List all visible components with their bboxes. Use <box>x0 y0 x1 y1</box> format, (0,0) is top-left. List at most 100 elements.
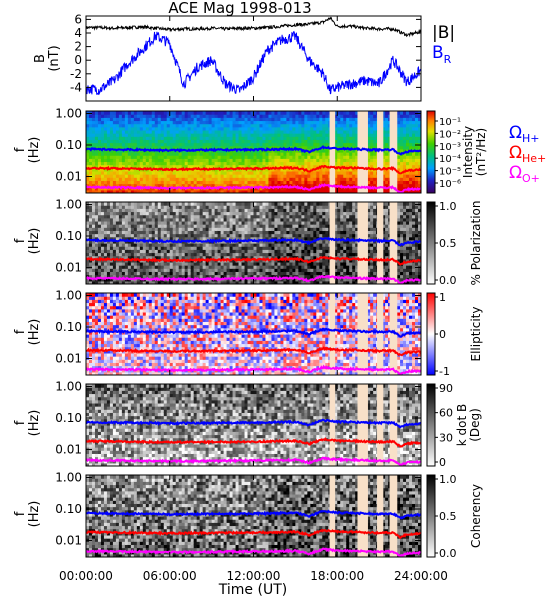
polarization-panel <box>86 202 421 284</box>
colorbar-label: % Polarization <box>469 201 483 286</box>
legend-omega-o: ΩO+ <box>509 163 540 185</box>
colorbar-tick-label: 10⁻⁵ <box>439 167 461 178</box>
colorbar <box>426 383 436 467</box>
data-gap <box>357 384 368 466</box>
data-gap <box>329 384 336 466</box>
y-tick-label: 1.00 <box>55 288 82 302</box>
colorbar-label: Coherency <box>469 484 483 548</box>
legend-omega-he: ΩHe+ <box>509 143 546 165</box>
data-gap <box>329 293 336 375</box>
y-tick-label: 0.10 <box>55 502 82 516</box>
data-gap <box>329 475 336 557</box>
chart-title: ACE Mag 1998-013 <box>168 0 311 17</box>
data-gap <box>377 384 384 466</box>
data-gap <box>357 293 368 375</box>
y-tick-label: 1.00 <box>55 379 82 393</box>
k_dot_b-panel <box>86 384 421 466</box>
data-gap <box>377 475 384 557</box>
y-tick-label: 0.01 <box>55 261 82 275</box>
y-tick-label: 0.10 <box>55 411 82 425</box>
omega-he-line <box>86 346 421 357</box>
colorbar-tick-label: 30 <box>439 431 453 444</box>
data-gap <box>389 384 398 466</box>
gyro-legend: ΩH+ ΩHe+ ΩO+ <box>509 123 546 185</box>
y-tick-label: 1.00 <box>55 470 82 484</box>
omega-h-line <box>86 236 421 247</box>
y-tick-label: 0.10 <box>55 320 82 334</box>
data-gap <box>377 111 384 193</box>
data-gap <box>357 202 368 284</box>
colorbar-label: Ellipticity <box>469 307 483 362</box>
omega-he-line <box>86 437 421 448</box>
colorbar-tick-label: 1 <box>439 291 446 304</box>
omega-he-line <box>86 256 421 266</box>
y-tick-label: 0.01 <box>55 534 82 548</box>
y-axis-label: f(Hz) <box>13 228 42 255</box>
colorbar-tick-label: 1.0 <box>439 200 457 213</box>
colorbar-tick-label: 60 <box>439 407 453 420</box>
x-tick-label: 00:00:00 <box>59 569 113 583</box>
y-axis-label: f(Hz) <box>13 319 42 346</box>
colorbar-label: Intensity(nT²/Hz) <box>461 126 488 178</box>
data-gap <box>377 202 384 284</box>
colorbar-tick-label: 10⁻² <box>439 129 461 140</box>
data-gap <box>377 293 384 375</box>
y-tick-label: -4 <box>70 80 82 94</box>
data-gap <box>389 475 398 557</box>
legend-b-r: BR <box>432 43 452 66</box>
omega-h-line <box>86 327 421 338</box>
x-tick-label: 06:00:00 <box>143 569 197 583</box>
colorbar-tick-label: 10⁻⁴ <box>439 154 461 165</box>
b-field-panel <box>86 16 421 96</box>
x-axis-label: Time (UT) <box>218 582 287 598</box>
omega-he-line <box>86 528 421 540</box>
omega-he-line <box>86 164 421 175</box>
colorbar-label: k dot B(Deg) <box>455 404 482 446</box>
omega-h-line <box>86 418 421 429</box>
y-tick-label: -2 <box>70 67 82 81</box>
data-gap <box>389 202 398 284</box>
colorbar-tick-label: 90 <box>439 382 453 395</box>
colorbar-tick-label: 10⁻¹ <box>439 117 461 128</box>
colorbar-tick-label: 0.5 <box>439 510 457 523</box>
y-axis-label: f(Hz) <box>13 410 42 437</box>
y-axis-label: B(nT) <box>33 45 62 71</box>
y-tick-label: 1.00 <box>55 197 82 211</box>
legend-omega-h: ΩH+ <box>509 123 540 145</box>
y-tick-label: 2 <box>74 40 82 54</box>
colorbar <box>426 474 436 558</box>
colorbar-tick-label: 1.0 <box>439 473 457 486</box>
omega-h-line <box>86 144 421 156</box>
b-total-line <box>86 16 421 38</box>
omega-h-line <box>86 509 421 520</box>
intensity-panel <box>86 111 421 193</box>
y-tick-label: 0.10 <box>55 229 82 243</box>
colorbar-tick-label: -1 <box>439 365 450 378</box>
y-tick-label: 6 <box>74 12 82 26</box>
colorbar-tick-label: 0.0 <box>439 547 457 560</box>
legend-b-total: |B| <box>432 23 455 43</box>
x-tick-label: 12:00:00 <box>227 569 281 583</box>
y-tick-label: 0.01 <box>55 443 82 457</box>
colorbar-tick-label: 0 <box>439 456 446 469</box>
coherency-panel <box>86 475 421 557</box>
omega-o-line <box>86 547 421 557</box>
data-gap <box>389 111 398 193</box>
data-gap <box>357 475 368 557</box>
y-axis-label: f(Hz) <box>13 501 42 528</box>
data-gap <box>389 293 398 375</box>
y-tick-label: 4 <box>74 26 82 40</box>
y-axis-label: f(Hz) <box>13 137 42 164</box>
data-gap <box>329 202 336 284</box>
y-tick-label: 0.10 <box>55 138 82 152</box>
omega-o-line <box>86 364 421 375</box>
colorbar <box>426 292 436 376</box>
colorbar-tick-label: 0.5 <box>439 237 457 250</box>
b-r-line <box>86 30 421 96</box>
colorbar-tick-label: 0 <box>439 328 446 341</box>
colorbar-tick-label: 10⁻³ <box>439 142 461 153</box>
colorbar <box>426 201 436 285</box>
ellipticity-panel <box>86 293 421 375</box>
colorbar <box>426 110 436 194</box>
